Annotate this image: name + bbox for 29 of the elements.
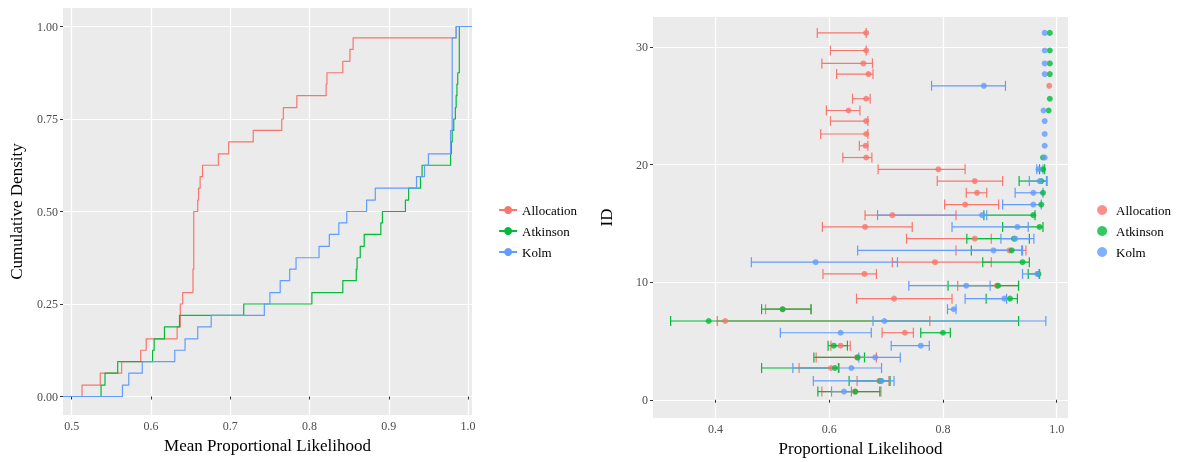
x-tick-label: 0.6 <box>143 419 159 433</box>
x-axis-title: Mean Proportional Likelihood <box>164 436 372 455</box>
y-tick-label: 0.25 <box>37 297 58 311</box>
legend-label: Atkinson <box>522 223 571 239</box>
y-axis-title: Cumulative Density <box>7 142 26 280</box>
y-tick-label: 10 <box>636 275 648 290</box>
legend-label: Allocation <box>522 202 578 218</box>
x-tick-label: 1.0 <box>1049 422 1065 436</box>
x-tick-label: 0.4 <box>708 422 724 436</box>
legend-label: Atkinson <box>1116 223 1165 239</box>
legend-label: Allocation <box>1116 202 1172 218</box>
y-tick-label: 0 <box>642 392 648 407</box>
x-tick-label: 0.7 <box>222 419 238 433</box>
y-tick-label: 0.00 <box>37 389 58 404</box>
y-tick-label: 30 <box>636 39 648 54</box>
x-tick-label: 0.8 <box>302 419 318 433</box>
y-tick-label: 0.75 <box>37 112 58 126</box>
y-tick-label: 1.00 <box>37 19 58 34</box>
x-axis-title: Proportional Likelihood <box>778 439 943 458</box>
x-tick-label: 0.5 <box>64 419 80 433</box>
x-tick-label: 1.0 <box>460 419 476 433</box>
y-tick-label: 0.50 <box>37 204 58 219</box>
y-tick-label: 20 <box>636 157 648 172</box>
legend-label: Kolm <box>1116 244 1146 260</box>
legend-label: Kolm <box>522 244 552 260</box>
y-axis-title: ID <box>597 208 616 227</box>
x-tick-label: 0.9 <box>381 419 397 433</box>
x-tick-label: 0.8 <box>935 422 951 436</box>
x-tick-label: 0.6 <box>821 422 837 436</box>
